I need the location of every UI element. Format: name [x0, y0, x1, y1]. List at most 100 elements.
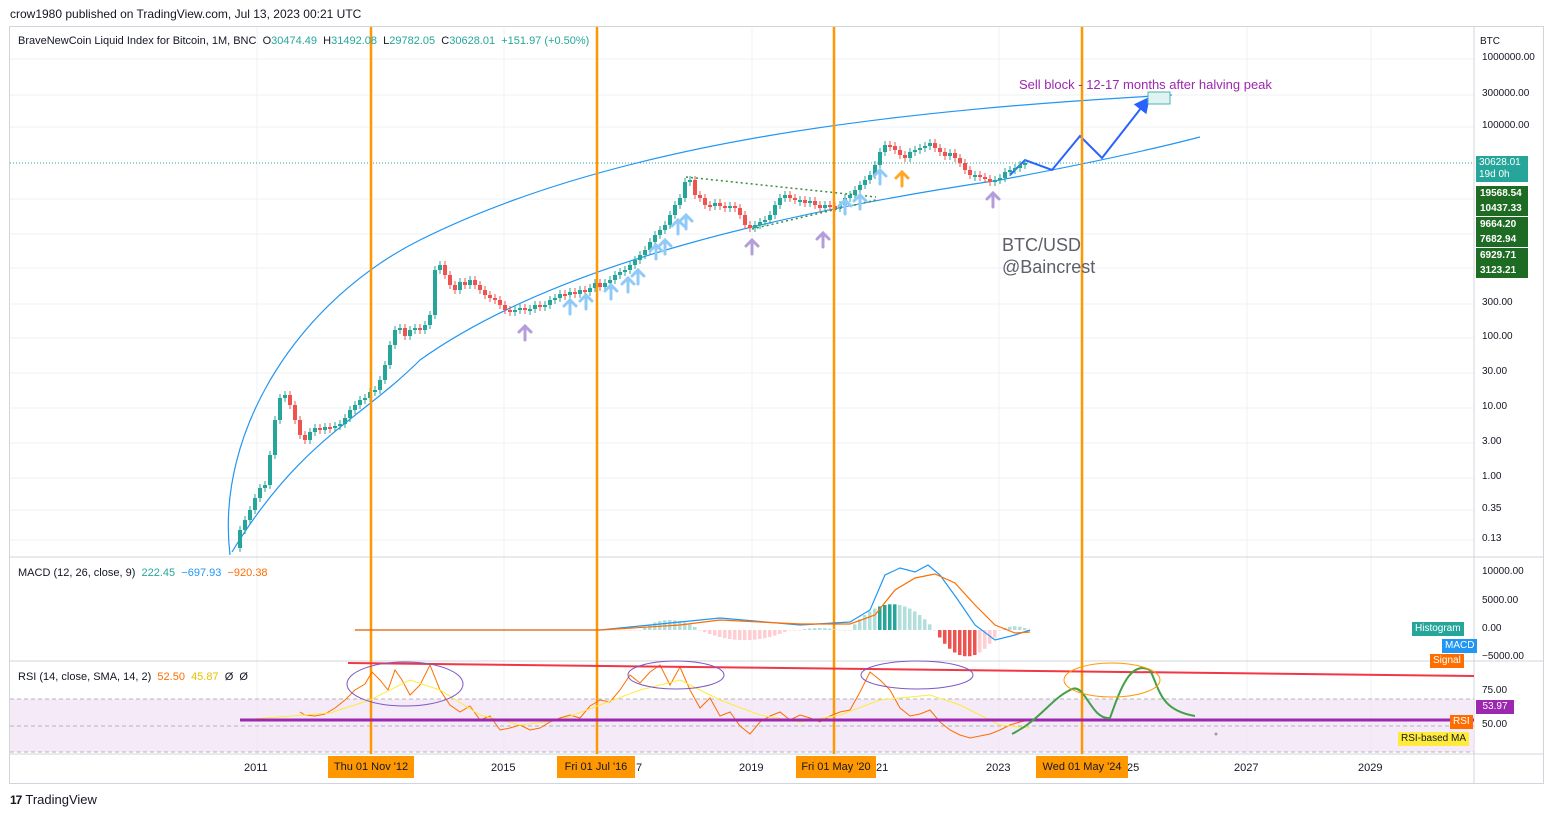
- candle: [618, 272, 622, 275]
- gridlines: [10, 27, 1474, 754]
- candle: [593, 283, 597, 288]
- candle: [323, 427, 327, 430]
- candle: [968, 170, 972, 175]
- candle: [793, 198, 797, 200]
- macd-bar: [978, 630, 982, 653]
- momentum-arrow-icon: [837, 197, 853, 216]
- candle: [538, 305, 542, 307]
- candle: [678, 198, 682, 205]
- macd-bar: [738, 630, 742, 640]
- macd-bar: [723, 630, 727, 639]
- price-tick: 300.00: [1482, 297, 1513, 308]
- candle: [1008, 170, 1012, 172]
- candle: [953, 153, 957, 158]
- year-tick-partial: 21: [876, 762, 889, 774]
- candle: [523, 308, 527, 310]
- macd-bar: [783, 630, 787, 633]
- candle: [503, 305, 507, 310]
- macd-bar: [638, 630, 642, 631]
- momentum-arrow-icon: [657, 237, 673, 256]
- macd-bar: [878, 606, 882, 630]
- macd-bar: [728, 630, 732, 639]
- macd-bar: [953, 630, 957, 653]
- macd-bar: [758, 630, 762, 639]
- macd-bar: [893, 604, 897, 630]
- rsi-tick: 50.00: [1482, 719, 1508, 730]
- momentum-arrow-icon: [578, 292, 594, 311]
- level-label: 3123.21: [1476, 263, 1528, 278]
- candle: [858, 185, 862, 190]
- candle: [648, 242, 652, 250]
- bottom-arrow-icon: [985, 190, 1001, 209]
- candle: [443, 265, 447, 275]
- candle: [668, 215, 672, 225]
- year-tick-partial: 25: [1127, 762, 1140, 774]
- last-price-badge: 30628.01 19d 0h: [1476, 156, 1528, 182]
- halving-marker-label: Fri 01 Jul '16: [557, 756, 635, 778]
- candle: [753, 225, 757, 228]
- year-tick: 2023: [986, 762, 1011, 774]
- publish-caption: crow1980 published on TradingView.com, J…: [10, 7, 362, 21]
- candle: [758, 222, 762, 225]
- macd-bar: [608, 630, 612, 631]
- footer-brand: TradingView: [25, 792, 97, 807]
- macd-bar: [818, 628, 822, 630]
- momentum-arrow-icon: [562, 297, 578, 316]
- level-label: 7682.94: [1476, 232, 1528, 247]
- macd-bar: [793, 630, 797, 631]
- candle: [603, 283, 607, 287]
- bottom-arrow-icon: [815, 230, 831, 249]
- rsi-circle-2025: [1063, 662, 1161, 698]
- rsi-ma-tag: RSI-based MA: [1398, 732, 1470, 746]
- candle: [413, 328, 417, 330]
- symbol-name[interactable]: BraveNewCoin Liquid Index for Bitcoin, 1…: [18, 35, 257, 47]
- currency-label[interactable]: BTC: [1480, 36, 1500, 47]
- rsi-current-badge: 53.97: [1476, 700, 1514, 714]
- macd-legend[interactable]: MACD (12, 26, close, 9) 222.45 −697.93 −…: [18, 567, 268, 579]
- tradingview-logo-icon[interactable]: 17: [10, 792, 22, 807]
- candle: [543, 305, 547, 307]
- macd-bar: [748, 630, 752, 640]
- momentum-arrow-icon: [678, 212, 694, 231]
- candle: [868, 175, 872, 180]
- macd-bar: [813, 628, 817, 630]
- candle: [313, 428, 317, 432]
- macd-bar: [1023, 627, 1027, 630]
- candle: [338, 424, 342, 426]
- candle: [433, 270, 437, 315]
- candle: [348, 410, 352, 418]
- candle: [438, 265, 442, 270]
- macd-val-macd: −697.93: [181, 567, 222, 579]
- low-value: 29782.05: [389, 35, 436, 47]
- candle: [448, 275, 452, 285]
- candle: [973, 175, 977, 177]
- macd-bar: [633, 630, 637, 631]
- candle: [783, 195, 787, 198]
- candle: [283, 395, 287, 398]
- close-label: C: [441, 35, 450, 47]
- open-value: 30474.49: [271, 35, 318, 47]
- candle: [623, 270, 627, 272]
- candle: [298, 420, 302, 435]
- candle: [423, 325, 427, 330]
- change-value: +151.97 (+0.50%): [501, 35, 590, 47]
- candle: [573, 292, 577, 294]
- candle: [653, 235, 657, 242]
- rsi-legend[interactable]: RSI (14, close, SMA, 14, 2) 52.50 45.87 …: [18, 671, 248, 683]
- macd-bar: [623, 630, 627, 631]
- macd-bar: [763, 630, 767, 639]
- candle: [308, 432, 312, 440]
- level-label: 10437.33: [1476, 201, 1528, 216]
- candle: [488, 295, 492, 298]
- macd-bar: [353, 630, 357, 631]
- candle: [998, 178, 1002, 180]
- candle: [943, 152, 947, 156]
- macd-bar: [933, 630, 937, 631]
- candle: [328, 427, 332, 429]
- candle: [578, 290, 582, 294]
- candle: [268, 455, 272, 485]
- macd-bar: [708, 630, 712, 634]
- macd-bar: [918, 615, 922, 630]
- ohlc-legend: BraveNewCoin Liquid Index for Bitcoin, 1…: [18, 35, 589, 47]
